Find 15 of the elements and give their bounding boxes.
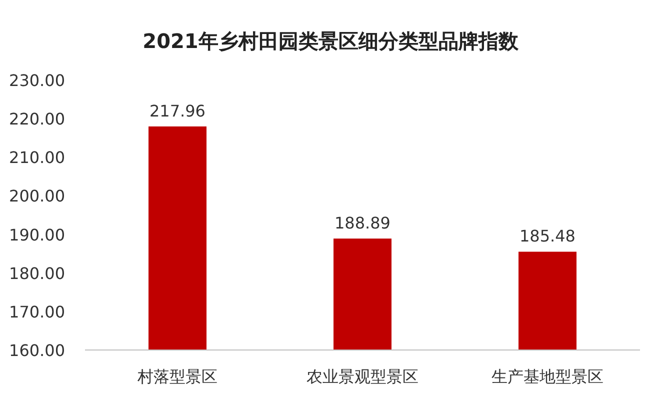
x-tick-label: 村落型景区: [136, 367, 218, 386]
chart-title: 2021年乡村田园类景区细分类型品牌指数: [142, 29, 520, 53]
data-label: 217.96: [150, 101, 206, 120]
y-tick-label: 220.00: [9, 110, 65, 129]
x-tick-label: 生产基地型景区: [492, 367, 604, 386]
y-tick-label: 190.00: [9, 225, 65, 244]
x-tick-label: 农业景观型景区: [306, 367, 418, 386]
data-label: 188.89: [334, 214, 390, 233]
y-tick-label: 200.00: [9, 186, 65, 206]
y-tick-label: 160.00: [9, 341, 65, 360]
data-label: 185.48: [520, 226, 576, 246]
y-tick-label: 210.00: [9, 148, 65, 168]
y-tick-label: 170.00: [9, 302, 65, 322]
y-tick-label: 230.00: [9, 71, 65, 90]
y-tick-label: 180.00: [9, 264, 65, 283]
